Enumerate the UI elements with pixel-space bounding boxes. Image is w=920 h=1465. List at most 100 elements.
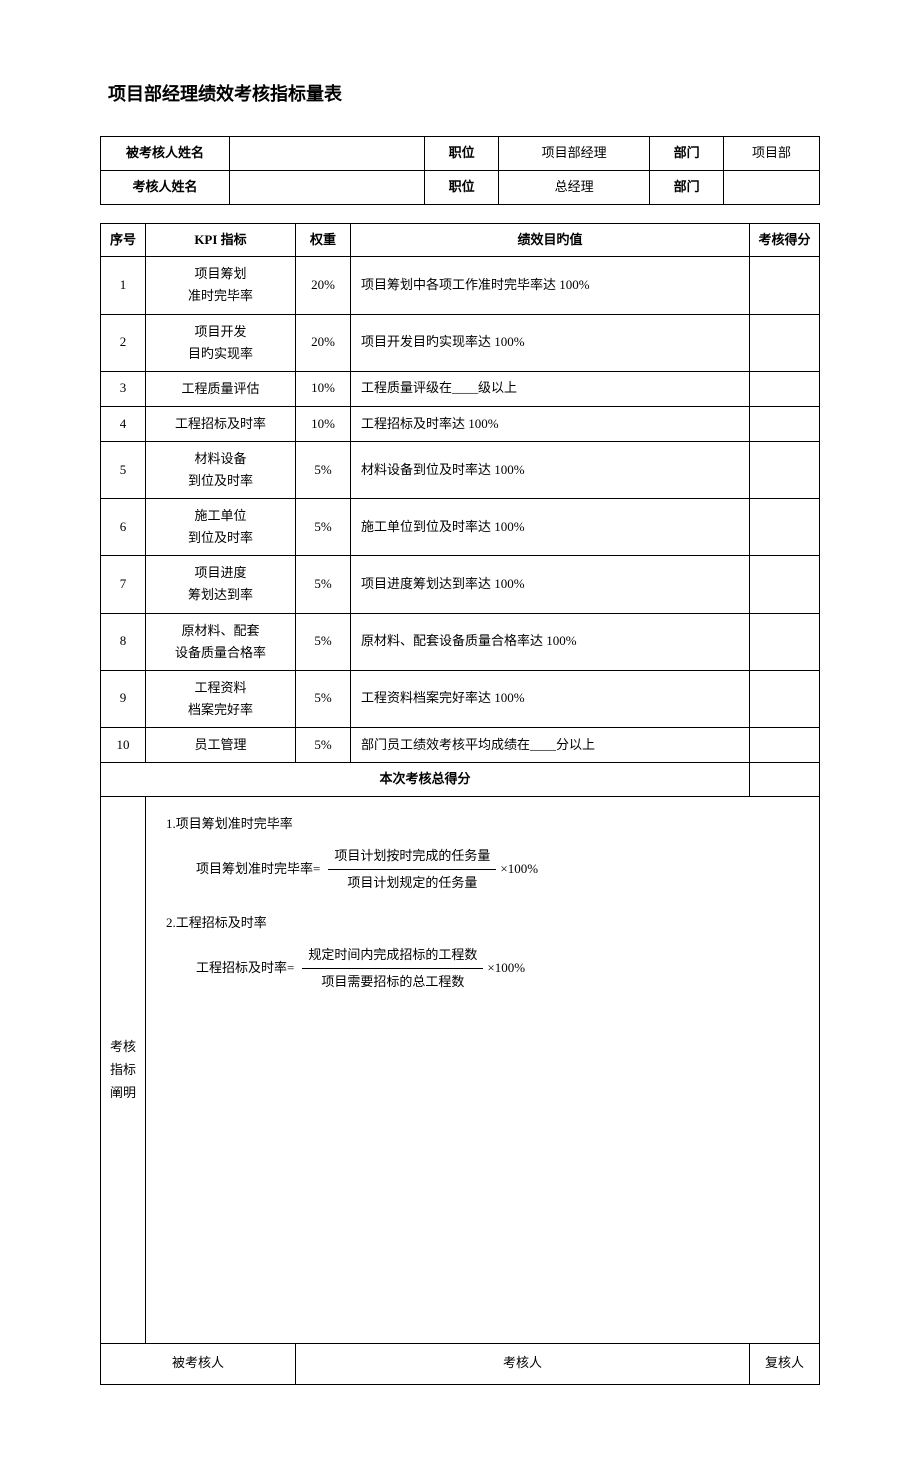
kpi-seq: 9 (101, 670, 146, 727)
formula-2-fraction: 规定时间内完成招标的工程数 项目需要招标的总工程数 (302, 942, 483, 995)
kpi-name: 项目进度筹划达到率 (146, 556, 296, 613)
formula-2-suffix: ×100% (487, 955, 525, 981)
kpi-seq: 4 (101, 406, 146, 441)
kpi-row: 5材料设备到位及时率5%材料设备到位及时率达 100% (101, 441, 820, 498)
signature-assessee: 被考核人 (101, 1343, 296, 1384)
kpi-seq: 7 (101, 556, 146, 613)
kpi-header-target: 绩效目旳值 (351, 223, 750, 257)
kpi-name: 工程招标及时率 (146, 406, 296, 441)
kpi-seq: 3 (101, 371, 146, 406)
assessee-name-value (230, 137, 425, 171)
kpi-weight: 10% (296, 406, 351, 441)
kpi-weight: 10% (296, 371, 351, 406)
kpi-score (750, 613, 820, 670)
kpi-name: 材料设备到位及时率 (146, 441, 296, 498)
total-label: 本次考核总得分 (101, 762, 750, 796)
kpi-target: 项目进度筹划达到率达 100% (351, 556, 750, 613)
formula-1-fraction: 项目计划按时完成的任务量 项目计划规定的任务量 (328, 843, 496, 896)
kpi-score (750, 371, 820, 406)
kpi-weight: 5% (296, 613, 351, 670)
assessee-position-label: 职位 (425, 137, 499, 171)
kpi-name: 工程质量评估 (146, 371, 296, 406)
kpi-weight: 5% (296, 727, 351, 762)
explain-content: 1.项目筹划准时完毕率 项目筹划准时完毕率= 项目计划按时完成的任务量 项目计划… (146, 796, 820, 1343)
kpi-name: 项目筹划准时完毕率 (146, 257, 296, 314)
assessor-position-value: 总经理 (499, 170, 650, 204)
kpi-header-weight: 权重 (296, 223, 351, 257)
assessor-position-label: 职位 (425, 170, 499, 204)
kpi-name: 员工管理 (146, 727, 296, 762)
kpi-weight: 20% (296, 314, 351, 371)
assessee-dept-label: 部门 (650, 137, 724, 171)
kpi-target: 材料设备到位及时率达 100% (351, 441, 750, 498)
kpi-seq: 5 (101, 441, 146, 498)
formula-2-denominator: 项目需要招标的总工程数 (315, 969, 470, 995)
formula-1-label: 项目筹划准时完毕率= (196, 856, 320, 882)
kpi-score (750, 314, 820, 371)
kpi-weight: 5% (296, 670, 351, 727)
formula-1: 项目筹划准时完毕率= 项目计划按时完成的任务量 项目计划规定的任务量 ×100% (196, 843, 805, 896)
kpi-score (750, 441, 820, 498)
formula-2-numerator: 规定时间内完成招标的工程数 (302, 942, 483, 969)
formula-1-numerator: 项目计划按时完成的任务量 (328, 843, 496, 870)
kpi-name: 原材料、配套设备质量合格率 (146, 613, 296, 670)
assessee-position-value: 项目部经理 (499, 137, 650, 171)
kpi-score (750, 499, 820, 556)
kpi-row: 10员工管理5%部门员工绩效考核平均成绩在____分以上 (101, 727, 820, 762)
kpi-target: 原材料、配套设备质量合格率达 100% (351, 613, 750, 670)
kpi-score (750, 556, 820, 613)
kpi-row: 1项目筹划准时完毕率20%项目筹划中各项工作准时完毕率达 100% (101, 257, 820, 314)
header-row-assessor: 考核人姓名 职位 总经理 部门 (101, 170, 820, 204)
kpi-row: 4工程招标及时率10%工程招标及时率达 100% (101, 406, 820, 441)
explain-item-1-title: 1.项目筹划准时完毕率 (166, 811, 805, 837)
kpi-target: 项目筹划中各项工作准时完毕率达 100% (351, 257, 750, 314)
kpi-weight: 20% (296, 257, 351, 314)
kpi-score (750, 727, 820, 762)
kpi-name: 工程资料档案完好率 (146, 670, 296, 727)
header-row-assessee: 被考核人姓名 职位 项目部经理 部门 项目部 (101, 137, 820, 171)
kpi-target: 施工单位到位及时率达 100% (351, 499, 750, 556)
header-table: 被考核人姓名 职位 项目部经理 部门 项目部 考核人姓名 职位 总经理 部门 (100, 136, 820, 205)
kpi-row: 7项目进度筹划达到率5%项目进度筹划达到率达 100% (101, 556, 820, 613)
kpi-weight: 5% (296, 441, 351, 498)
total-row: 本次考核总得分 (101, 762, 820, 796)
kpi-score (750, 257, 820, 314)
formula-2-label: 工程招标及时率= (196, 955, 294, 981)
kpi-seq: 10 (101, 727, 146, 762)
kpi-weight: 5% (296, 499, 351, 556)
kpi-header-kpi: KPI 指标 (146, 223, 296, 257)
kpi-row: 3工程质量评估10%工程质量评级在____级以上 (101, 371, 820, 406)
signature-reviewer: 复核人 (750, 1343, 820, 1384)
kpi-header-score: 考核得分 (750, 223, 820, 257)
kpi-row: 2项目开发目旳实现率20%项目开发目旳实现率达 100% (101, 314, 820, 371)
kpi-seq: 8 (101, 613, 146, 670)
assessor-dept-label: 部门 (650, 170, 724, 204)
assessee-dept-value: 项目部 (724, 137, 820, 171)
page-title: 项目部经理绩效考核指标量表 (108, 80, 820, 106)
assessee-name-label: 被考核人姓名 (101, 137, 230, 171)
kpi-target: 项目开发目旳实现率达 100% (351, 314, 750, 371)
kpi-weight: 5% (296, 556, 351, 613)
kpi-table: 序号 KPI 指标 权重 绩效目旳值 考核得分 1项目筹划准时完毕率20%项目筹… (100, 223, 820, 1385)
kpi-score (750, 670, 820, 727)
kpi-score (750, 406, 820, 441)
kpi-target: 工程质量评级在____级以上 (351, 371, 750, 406)
kpi-row: 6施工单位到位及时率5%施工单位到位及时率达 100% (101, 499, 820, 556)
kpi-row: 8原材料、配套设备质量合格率5%原材料、配套设备质量合格率达 100% (101, 613, 820, 670)
formula-1-suffix: ×100% (500, 856, 538, 882)
assessor-name-value (230, 170, 425, 204)
kpi-target: 工程招标及时率达 100% (351, 406, 750, 441)
explain-spacer (166, 1009, 805, 1329)
assessor-name-label: 考核人姓名 (101, 170, 230, 204)
kpi-seq: 2 (101, 314, 146, 371)
explain-item-2-title: 2.工程招标及时率 (166, 910, 805, 936)
kpi-name: 施工单位到位及时率 (146, 499, 296, 556)
kpi-seq: 6 (101, 499, 146, 556)
kpi-row: 9工程资料档案完好率5%工程资料档案完好率达 100% (101, 670, 820, 727)
kpi-header-seq: 序号 (101, 223, 146, 257)
formula-2: 工程招标及时率= 规定时间内完成招标的工程数 项目需要招标的总工程数 ×100% (196, 942, 805, 995)
kpi-seq: 1 (101, 257, 146, 314)
total-score (750, 762, 820, 796)
assessor-dept-value (724, 170, 820, 204)
explain-label: 考核指标阐明 (101, 796, 146, 1343)
